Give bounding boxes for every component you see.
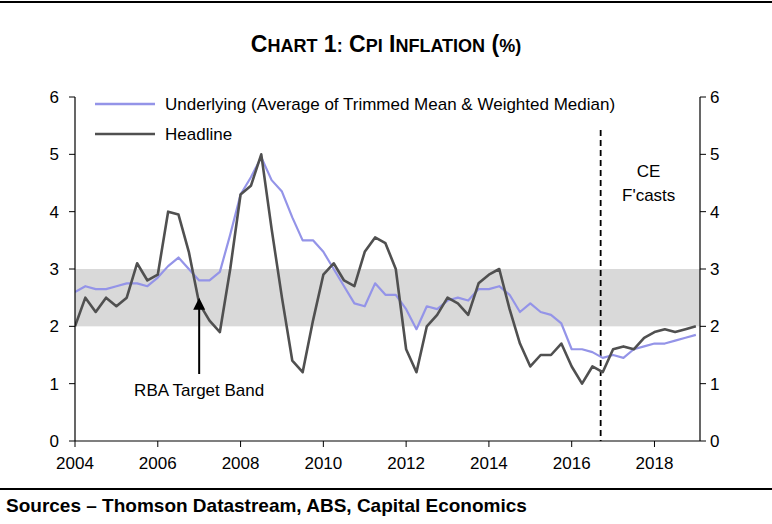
y-tick-label: 0 (50, 432, 59, 451)
x-tick (571, 441, 572, 447)
title: CHART 1: CPI INFLATION (%) (251, 31, 521, 57)
y2-tick-label: 1 (710, 375, 719, 394)
x-tick (157, 441, 158, 447)
x-tick (406, 441, 407, 447)
x-tick-label: 2004 (56, 454, 94, 473)
x-tick (488, 441, 489, 447)
y2-tick-label: 2 (710, 317, 719, 336)
y2-tick-label: 4 (710, 203, 719, 222)
x-axis (75, 440, 700, 441)
y-tick (69, 383, 75, 384)
y2-tick-label: 0 (710, 432, 719, 451)
x-tick (240, 441, 241, 447)
annotation: RBA Target Band (134, 381, 264, 400)
forecast-label: CE (637, 162, 661, 181)
legend-label: Underlying (Average of Trimmed Mean & We… (165, 95, 615, 114)
y-tick (69, 269, 75, 270)
series-line (75, 157, 696, 358)
y-tick-label: 4 (50, 203, 59, 222)
y-tick-label: 6 (50, 88, 59, 107)
y-tick-label: 3 (50, 260, 59, 279)
annotation-arrowhead (193, 298, 205, 310)
y2-tick-label: 5 (710, 145, 719, 164)
y2-tick (700, 97, 706, 98)
target-band (75, 269, 700, 326)
y2-tick-label: 3 (710, 260, 719, 279)
bottom-rule (0, 488, 772, 490)
legend-swatch (95, 103, 155, 106)
y-tick (69, 326, 75, 327)
chart: CHART 1: CPI INFLATION (%) Sources – Thom… (0, 0, 772, 524)
x-tick-label: 2014 (470, 454, 508, 473)
y-tick (69, 97, 75, 98)
y-tick-label: 1 (50, 375, 59, 394)
y2-tick (700, 154, 706, 155)
y-tick (69, 211, 75, 212)
y-tick-label: 2 (50, 317, 59, 336)
x-tick-label: 2012 (387, 454, 425, 473)
y-tick-label: 5 (50, 145, 59, 164)
top-rule (0, 1, 772, 3)
x-tick-label: 2018 (636, 454, 674, 473)
x-tick-label: 2006 (139, 454, 177, 473)
x-tick (654, 441, 655, 447)
plot-area (75, 130, 700, 441)
legend-label: Headline (165, 125, 232, 144)
forecast-label: F'casts (622, 186, 675, 205)
forecast-line (600, 130, 602, 441)
y2-tick (700, 326, 706, 327)
source: Sources – Thomson Datastream, ABS, Capit… (6, 495, 527, 516)
x-tick-label: 2008 (222, 454, 260, 473)
series-line (75, 154, 696, 383)
x-tick (323, 441, 324, 447)
x-tick-label: 2010 (304, 454, 342, 473)
y2-tick-label: 6 (710, 88, 719, 107)
annotation-arrow (198, 308, 200, 374)
legend-swatch (95, 133, 155, 136)
y-tick (69, 441, 75, 442)
x-tick (75, 441, 76, 447)
y2-tick (700, 211, 706, 212)
y2-tick (700, 269, 706, 270)
y-tick (69, 154, 75, 155)
y2-tick (700, 441, 706, 442)
x-tick-label: 2016 (553, 454, 591, 473)
y2-tick (700, 383, 706, 384)
